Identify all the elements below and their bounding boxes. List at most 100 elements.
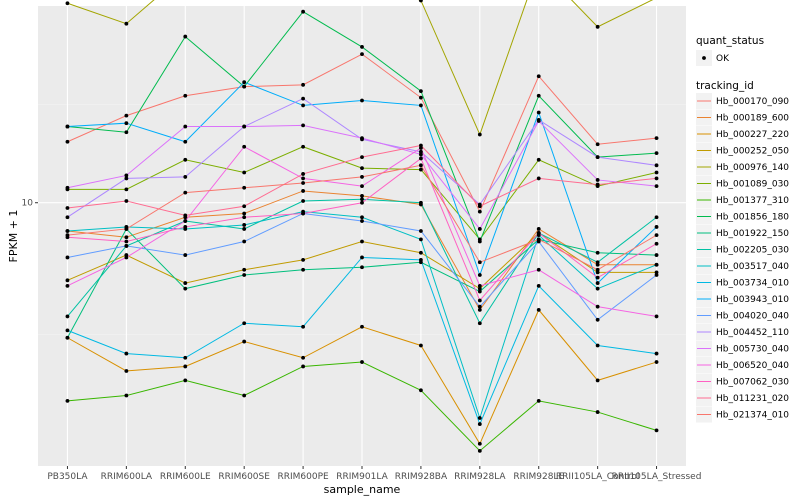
data-point: [654, 314, 659, 319]
data-point: [419, 250, 423, 255]
data-point: [595, 267, 600, 272]
data-point: [360, 166, 364, 171]
x-tick-label: RRII105LA_Control: [556, 472, 639, 482]
axes: 10 PB350LA RRIM600LA RRIM600LE RRIM600SE RRIM…: [22, 199, 702, 482]
x-tick-label: RRIM600SE: [218, 472, 270, 482]
legend-label: Hb_000976_140: [716, 163, 789, 173]
data-point: [183, 190, 188, 195]
data-point: [65, 335, 70, 340]
data-point: [419, 149, 423, 154]
x-tick-label: RRIM928LA: [454, 472, 506, 482]
data-point: [360, 175, 364, 179]
data-point: [595, 250, 600, 255]
data-point: [124, 199, 129, 203]
data-point: [65, 398, 70, 403]
data-point: [301, 82, 305, 87]
data-point: [183, 378, 188, 383]
data-point: [301, 103, 305, 108]
data-point: [477, 304, 482, 309]
data-point: [477, 132, 482, 137]
data-point: [360, 215, 364, 220]
x-tick-label: RRIM600LE: [160, 472, 211, 482]
data-point: [360, 45, 364, 49]
data-point: [536, 267, 541, 272]
data-point: [595, 304, 600, 309]
data-point: [360, 219, 364, 223]
data-point: [242, 185, 247, 190]
data-point: [419, 89, 423, 94]
data-point: [595, 142, 600, 147]
data-point: [595, 281, 600, 285]
y-axis-title: FPKM + 1: [7, 210, 20, 263]
legend-label: Hb_004020_040: [716, 312, 789, 322]
data-point: [536, 237, 541, 242]
data-point: [536, 93, 541, 98]
data-point: [654, 241, 659, 246]
data-point: [183, 355, 188, 360]
data-point: [536, 74, 541, 79]
data-point: [654, 428, 659, 433]
data-point: [419, 200, 423, 205]
legend-label: Hb_000189_600: [716, 114, 789, 124]
data-point: [595, 260, 600, 265]
data-point: [477, 422, 482, 426]
data-point: [301, 172, 305, 176]
data-point: [654, 270, 659, 275]
data-point: [360, 52, 364, 57]
data-point: [595, 317, 600, 322]
data-point: [65, 278, 70, 283]
data-point: [183, 364, 188, 369]
data-point: [124, 351, 129, 356]
data-point: [654, 253, 659, 257]
legend-point-key: [702, 56, 706, 60]
data-point: [595, 378, 600, 383]
data-point: [536, 119, 541, 123]
data-point: [654, 273, 659, 277]
data-point: [595, 24, 600, 29]
data-point: [124, 393, 129, 398]
data-point: [536, 227, 541, 231]
data-point: [242, 273, 247, 277]
data-point: [124, 227, 129, 231]
data-point: [183, 93, 188, 98]
data-point: [654, 163, 659, 168]
data-point: [124, 121, 129, 126]
legend-label: Hb_005730_040: [716, 345, 789, 355]
data-point: [419, 95, 423, 100]
data-point: [536, 176, 541, 181]
data-point: [360, 200, 364, 205]
data-point: [301, 9, 305, 14]
data-point: [242, 223, 247, 227]
data-points: [65, 0, 659, 453]
legend-label: Hb_021374_010: [716, 411, 789, 421]
data-point: [242, 239, 247, 244]
legend-label: Hb_011231_020: [716, 394, 789, 404]
data-point: [536, 283, 541, 288]
data-point: [65, 255, 70, 260]
data-point: [595, 178, 600, 182]
data-point: [183, 286, 188, 291]
data-point: [124, 187, 129, 192]
data-point: [360, 184, 364, 189]
data-point: [654, 351, 659, 356]
legend-label: Hb_004452_110: [716, 328, 789, 338]
data-point: [477, 273, 482, 277]
data-point: [477, 289, 482, 294]
data-point: [242, 80, 247, 85]
data-point: [183, 157, 188, 162]
data-point: [654, 176, 659, 181]
data-point: [419, 152, 423, 157]
data-point: [419, 229, 423, 233]
data-point: [419, 388, 423, 393]
legend-label: Hb_003734_010: [716, 279, 789, 289]
data-point: [360, 136, 364, 141]
data-point: [65, 206, 70, 210]
data-point: [65, 185, 70, 190]
data-point: [242, 170, 247, 175]
data-point: [242, 204, 247, 209]
y-tick-label: 10: [22, 199, 34, 209]
data-point: [654, 360, 659, 364]
data-point: [654, 215, 659, 220]
data-point: [183, 124, 188, 129]
